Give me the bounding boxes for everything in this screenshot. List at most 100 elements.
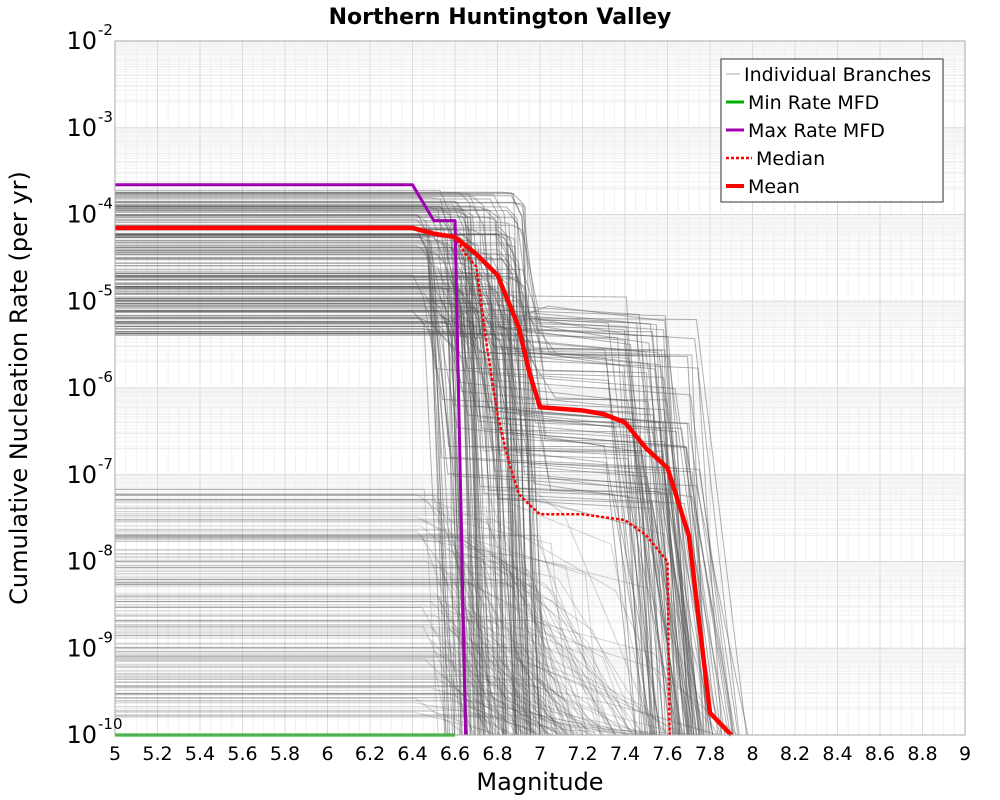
branch-line [115, 275, 541, 736]
branch-line [115, 521, 529, 736]
branch-line [115, 493, 579, 736]
branch-line [115, 262, 479, 736]
chart-title: Northern Huntington Valley [329, 5, 672, 30]
branch-line [115, 285, 463, 736]
branch-line [115, 647, 537, 736]
y-tick-exponent: -8 [98, 542, 113, 560]
branch-line [115, 299, 719, 736]
branch-line [115, 287, 726, 736]
branch-line [115, 298, 664, 736]
branch-line [115, 242, 671, 736]
branch-line [115, 685, 553, 736]
branch-line [115, 251, 663, 736]
branch-line [115, 626, 475, 736]
branch-line [115, 265, 462, 736]
branch-line [115, 647, 643, 736]
branch-line [115, 672, 500, 736]
branch-line [115, 333, 517, 736]
branch-line [115, 634, 575, 736]
branch-line [115, 265, 454, 736]
branch-line [115, 595, 557, 736]
branch-line [115, 296, 472, 736]
branch-line [115, 559, 500, 736]
series-median [115, 226, 671, 736]
branch-line [115, 321, 705, 736]
branch-line [115, 224, 651, 736]
branch-line [115, 576, 507, 736]
branch-line [115, 191, 531, 736]
branch-line [115, 293, 690, 736]
branch-line [115, 656, 682, 736]
x-tick-label: 5.6 [227, 743, 257, 765]
branch-line [115, 488, 439, 736]
branch-line [115, 697, 653, 736]
branch-line [115, 693, 505, 736]
branch-line [115, 300, 707, 736]
branch-line [115, 681, 560, 736]
branch-line [115, 288, 711, 736]
branch-line [115, 498, 727, 736]
branch-line [115, 693, 535, 736]
branch-line [115, 578, 501, 736]
y-tick-label: 10 [66, 201, 97, 229]
branch-line [115, 700, 544, 736]
branch-line [115, 193, 497, 736]
branch-line [115, 581, 567, 736]
branch-line [115, 310, 693, 736]
branch-line [115, 307, 673, 736]
y-tick-exponent: -10 [98, 715, 123, 733]
branch-line [115, 499, 588, 736]
branch-line [115, 192, 548, 736]
branch-line [115, 306, 658, 736]
branch-line [115, 651, 669, 736]
branch-line [115, 224, 667, 736]
branch-line [115, 293, 681, 736]
branch-line [115, 697, 541, 736]
branch-line [115, 506, 518, 736]
branch-line [115, 601, 523, 736]
x-tick-label: 7 [534, 743, 546, 765]
branch-line [115, 237, 676, 736]
y-tick-label: 10 [66, 721, 97, 749]
branch-line [115, 567, 612, 736]
branch-line [115, 216, 674, 736]
branch-line [115, 700, 562, 736]
branch-line [115, 657, 584, 736]
branch-line [115, 596, 500, 736]
branch-line [115, 593, 506, 736]
branch-line [115, 529, 496, 736]
x-tick-label: 8.8 [907, 743, 937, 765]
branch-line [115, 619, 720, 736]
branch-line [115, 499, 503, 736]
branch-line [115, 291, 537, 736]
branch-line [115, 247, 690, 736]
branch-line [115, 252, 672, 736]
x-tick-label: 8.4 [822, 743, 852, 765]
branch-line [115, 201, 679, 736]
branch-line [115, 303, 695, 736]
branch-line [115, 204, 484, 736]
branch-line [115, 323, 688, 736]
branch-line [115, 664, 611, 736]
legend-box [720, 58, 944, 203]
branch-line [115, 332, 482, 736]
branch-line [115, 206, 698, 736]
branch-line [115, 220, 660, 736]
branch-line [115, 275, 532, 736]
branch-line [115, 514, 508, 736]
branch-line [115, 212, 482, 736]
branch-line [115, 321, 641, 736]
branch-line [115, 535, 495, 736]
branch-line [115, 658, 449, 736]
branch-line [115, 274, 637, 736]
branch-line [115, 272, 517, 736]
branch-line [115, 606, 635, 736]
branch-line [115, 311, 446, 736]
grid [114, 41, 966, 736]
branch-line [115, 209, 509, 736]
branch-line [115, 244, 541, 736]
branch-line [115, 208, 522, 736]
branch-line [115, 233, 531, 736]
series-max-rate [115, 183, 468, 736]
branch-line [115, 582, 617, 736]
